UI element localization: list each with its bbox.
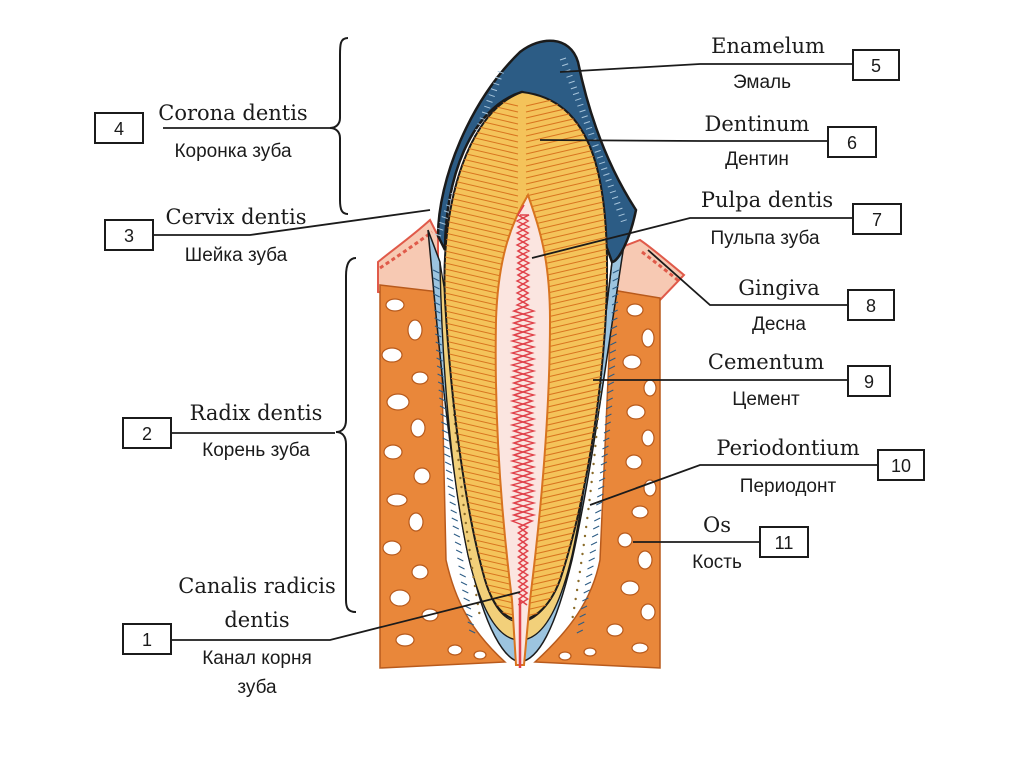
label-11-os: Os Кость 11: [692, 513, 809, 573]
number-5: 5: [871, 56, 881, 76]
label-2-radix-dentis: 2 Radix dentis Корень зуба: [122, 401, 323, 461]
russian-kanal-kornya: Канал корня: [202, 648, 312, 669]
number-box-10: [877, 449, 925, 481]
leader-10: [589, 464, 878, 506]
leader-6: [539, 139, 828, 142]
leader-1: [163, 591, 521, 641]
label-6-dentinum: Dentinum Дентин 6: [705, 112, 877, 170]
number-7: 7: [872, 210, 882, 230]
number-box-4: [94, 112, 144, 144]
russian-kost: Кость: [692, 552, 742, 573]
tooth-illustration: [377, 39, 686, 669]
periodontium-fibers: [432, 269, 620, 634]
number-10: 10: [891, 456, 911, 476]
bone-right: [533, 289, 661, 669]
enamel: [436, 39, 638, 264]
latin-periodontium: Periodontium: [716, 436, 859, 460]
russian-zuba: зуба: [237, 677, 277, 698]
number-box-3: [104, 219, 154, 251]
latin-radix-dentis: Radix dentis: [190, 401, 323, 425]
number-4: 4: [114, 119, 124, 139]
number-box-9: [847, 365, 891, 397]
root-brace: [335, 257, 357, 613]
pulp-vessels: [509, 204, 537, 606]
russian-tsement: Цемент: [732, 389, 800, 410]
latin-pulpa-dentis: Pulpa dentis: [701, 188, 833, 212]
number-box-6: [827, 126, 877, 158]
leader-7: [531, 217, 853, 259]
latin-canalis-radicis: Canalis radicis: [178, 574, 336, 598]
bone-left: [379, 284, 507, 669]
russian-sheyka-zuba: Шейка зуба: [185, 245, 288, 266]
latin-dentis: dentis: [224, 608, 289, 632]
crown-brace: [329, 37, 349, 215]
bone-trabeculae: [381, 298, 657, 661]
label-1-canalis-radicis: 1 Canalis radicis dentis Канал корня зуб…: [122, 574, 336, 698]
number-11: 11: [775, 533, 794, 553]
number-box-7: [852, 203, 902, 235]
leader-3: [153, 209, 431, 236]
latin-gingiva: Gingiva: [738, 276, 820, 300]
russian-desna: Десна: [752, 314, 806, 335]
label-8-gingiva: Gingiva Десна 8: [738, 276, 895, 335]
russian-pulpa-zuba: Пульпа зуба: [710, 228, 820, 249]
label-9-cementum: Cementum Цемент 9: [708, 350, 891, 410]
number-box-2: [122, 417, 172, 449]
latin-cementum: Cementum: [708, 350, 824, 374]
leader-lines: [153, 63, 878, 641]
russian-koren-zuba: Корень зуба: [202, 440, 310, 461]
number-3: 3: [124, 226, 134, 246]
label-4-corona-dentis: 4 Corona dentis Коронка зуба: [94, 101, 308, 162]
label-5-enamelum: Enamelum Эмаль 5: [711, 34, 900, 93]
number-box-5: [852, 49, 900, 81]
russian-dentin: Дентин: [725, 149, 789, 170]
gingiva-left-edge: [379, 230, 433, 270]
label-3-cervix-dentis: 3 Cervix dentis Шейка зуба: [104, 205, 307, 266]
gingiva-right-edge: [641, 250, 681, 284]
latin-cervix-dentis: Cervix dentis: [166, 205, 307, 229]
number-box-8: [847, 289, 895, 321]
number-box-11: [759, 526, 809, 558]
latin-enamelum: Enamelum: [711, 34, 825, 58]
number-9: 9: [864, 372, 874, 392]
russian-periodont: Периодонт: [740, 476, 837, 497]
latin-os: Os: [703, 513, 731, 537]
label-7-pulpa-dentis: Pulpa dentis Пульпа зуба 7: [701, 188, 902, 249]
label-10-periodontium: Periodontium Периодонт 10: [716, 436, 925, 497]
russian-koronka-zuba: Коронка зуба: [174, 141, 291, 162]
number-6: 6: [847, 133, 857, 153]
number-8: 8: [866, 296, 876, 316]
number-1: 1: [142, 630, 152, 650]
leader-5: [559, 63, 853, 73]
russian-emal: Эмаль: [733, 72, 791, 93]
leader-8: [647, 249, 848, 306]
latin-corona-dentis: Corona dentis: [158, 101, 307, 125]
latin-dentinum: Dentinum: [705, 112, 810, 136]
number-box-1: [122, 623, 172, 655]
number-2: 2: [142, 424, 152, 444]
